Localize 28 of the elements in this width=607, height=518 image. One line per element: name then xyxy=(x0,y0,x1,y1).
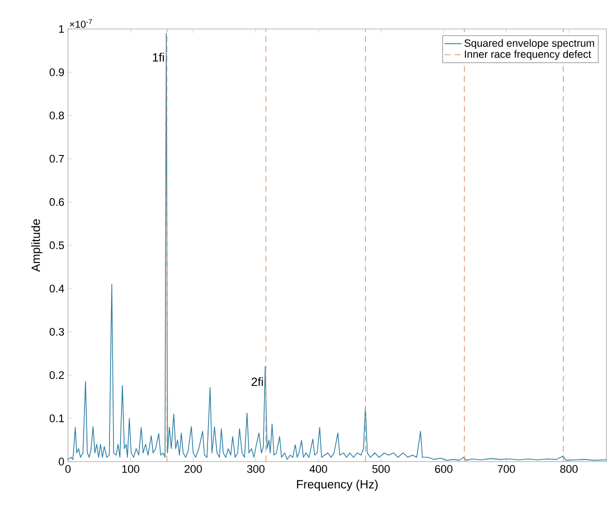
y-tick-label: 0.8 xyxy=(50,112,64,120)
y-tick-label: 0.4 xyxy=(50,284,64,293)
legend-label: Inner race frequency defect xyxy=(464,50,592,60)
y-tick-label: 1 xyxy=(59,25,64,33)
x-tick-label: 400 xyxy=(310,465,328,474)
y-tick-label: 0 xyxy=(58,458,64,466)
y-tick-label: 0.9 xyxy=(50,68,64,76)
y-tick-label: 0.1 xyxy=(50,414,64,422)
y-tick-label: 0.2 xyxy=(50,371,64,380)
x-tick-label: 300 xyxy=(247,465,265,474)
annotation: 2fi xyxy=(252,378,263,386)
annotation: 1fi xyxy=(152,53,164,62)
x-tick-label: 0 xyxy=(65,465,71,474)
y-tick-label: 0.6 xyxy=(50,198,64,206)
text: ×10$^{-7}$ xyxy=(70,19,92,28)
y-tick-label: 0.5 xyxy=(50,242,64,250)
x-tick-label: 600 xyxy=(435,465,452,474)
y-tick-label: 0.7 xyxy=(50,155,64,163)
x-axis-title: Frequency (Hz) xyxy=(297,480,378,492)
y-axis-title: Amplitude xyxy=(31,219,42,272)
legend-label: Squared envelope spectrum xyxy=(464,39,594,50)
y-tick-label: 0.3 xyxy=(50,328,64,336)
x-tick-label: 200 xyxy=(184,465,202,474)
line-series xyxy=(68,33,606,461)
x-tick-label: 800 xyxy=(560,465,578,474)
x-tick-label: 700 xyxy=(498,465,515,474)
x-tick-label: 500 xyxy=(372,465,390,474)
x-tick-label: 100 xyxy=(122,465,140,474)
